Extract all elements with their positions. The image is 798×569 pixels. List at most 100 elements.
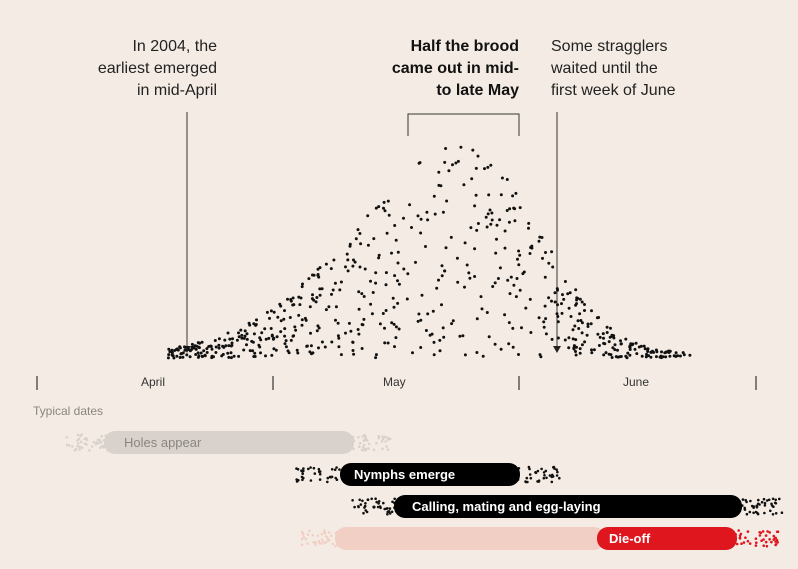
bar-die-off <box>597 527 737 550</box>
spray-dot <box>770 540 773 544</box>
emergence-dot <box>661 355 665 359</box>
emergence-dot <box>553 291 557 295</box>
emergence-dot <box>316 273 320 276</box>
emergence-dot <box>553 300 557 304</box>
spray-dot <box>387 510 391 513</box>
emergence-dot <box>424 329 428 332</box>
spray-dot <box>65 436 69 439</box>
emergence-dot <box>316 267 320 271</box>
spray-dot <box>76 439 79 442</box>
spray-dot <box>381 435 384 439</box>
emergence-dot <box>291 303 295 307</box>
emergence-dot <box>516 257 519 261</box>
spray-dot <box>765 499 769 502</box>
emergence-dot <box>360 323 364 326</box>
emergence-dot <box>628 345 632 349</box>
emergence-dot <box>196 355 200 359</box>
emergence-dot <box>263 327 267 331</box>
emergence-dot <box>562 297 566 301</box>
spray-dot <box>555 468 558 472</box>
spray-dot <box>330 468 334 471</box>
emergence-dot <box>660 350 663 354</box>
spray-dot <box>318 478 322 481</box>
spray-dot <box>377 500 381 503</box>
emergence-dot <box>488 208 492 212</box>
emergence-dot <box>474 193 478 197</box>
emergence-dot <box>352 352 356 356</box>
emergence-dot <box>569 315 573 318</box>
emergence-dot <box>511 194 515 198</box>
stragglers-arrow-head <box>553 346 561 353</box>
spray-dot <box>735 542 739 546</box>
emergence-dot <box>291 296 295 300</box>
emergence-dot <box>543 275 547 279</box>
spray-dot <box>551 475 555 478</box>
emergence-dot <box>186 345 190 349</box>
spray-dot <box>524 480 527 483</box>
emergence-dot <box>473 247 477 251</box>
spray-dot <box>338 468 341 471</box>
spray-dot <box>324 535 328 538</box>
spray-dot <box>318 541 321 545</box>
emergence-dot <box>205 351 209 354</box>
annotation-half-brood: Half the brood came out in mid- to late … <box>391 38 519 99</box>
spray-dot <box>542 476 546 480</box>
emergence-dot <box>357 307 361 311</box>
emergence-dot <box>408 203 412 207</box>
emergence-dot <box>688 353 692 357</box>
emergence-dot <box>351 264 355 268</box>
spray-dot <box>771 513 775 516</box>
emergence-dot <box>377 205 381 209</box>
emergence-dot <box>624 337 628 341</box>
spray-dot <box>320 538 324 541</box>
emergence-dot <box>170 348 174 352</box>
emergence-dot <box>227 344 231 348</box>
spray-dot <box>773 537 777 540</box>
emergence-dot <box>235 338 239 342</box>
annotation-earliest: In 2004, the earliest emerged in mid-Apr… <box>97 38 217 99</box>
emergence-dot <box>507 321 511 325</box>
spray-dot <box>393 497 397 501</box>
emergence-dot <box>560 311 564 315</box>
spray-dot <box>323 530 326 534</box>
spray-dot <box>317 467 321 471</box>
emergence-dot <box>461 334 465 338</box>
emergence-dot <box>556 303 559 307</box>
spray-dot <box>377 502 380 505</box>
emergence-dot <box>183 348 187 352</box>
spray-dot <box>391 500 394 504</box>
spray-dot <box>330 534 333 538</box>
spray-dot <box>762 544 765 547</box>
emergence-dot <box>334 318 337 322</box>
emergence-dot <box>506 278 510 282</box>
spray-dot <box>306 533 310 536</box>
emergence-dot <box>590 351 594 355</box>
emergence-dot <box>646 347 650 351</box>
emergence-dot <box>561 293 564 297</box>
emergence-dot <box>528 297 532 301</box>
emergence-dot <box>393 345 396 349</box>
spray-dot <box>772 534 776 538</box>
emergence-dot <box>489 163 493 167</box>
spray-dot <box>324 541 327 545</box>
emergence-dot <box>269 309 273 313</box>
emergence-dot <box>229 351 233 355</box>
emergence-dot <box>259 338 263 342</box>
emergence-dot <box>537 316 541 320</box>
emergence-dot <box>300 323 304 327</box>
emergence-dot <box>209 345 213 348</box>
emergence-dot <box>323 345 327 349</box>
emergence-dot <box>231 337 234 341</box>
label-holes-appear: Holes appear <box>124 435 202 450</box>
emergence-dot <box>251 349 255 353</box>
emergence-dot <box>592 348 596 352</box>
emergence-dot <box>451 163 454 167</box>
emergence-dot <box>372 237 376 241</box>
emergence-dot <box>495 237 498 241</box>
spray-dot <box>548 474 552 477</box>
emergence-dot <box>252 355 256 358</box>
emergence-dot <box>602 341 606 345</box>
spray-dot <box>320 532 324 536</box>
emergence-dot <box>374 356 378 360</box>
emergence-dot <box>282 317 286 321</box>
